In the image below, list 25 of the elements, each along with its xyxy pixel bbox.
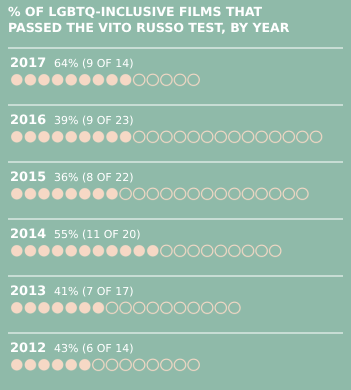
bar xyxy=(132,130,323,144)
bar xyxy=(92,358,200,372)
y-tick-label: 2012 xyxy=(10,341,46,356)
bar xyxy=(118,187,310,201)
data-label: 36% (8 OF 22) xyxy=(54,171,134,184)
bar xyxy=(10,73,132,87)
bar xyxy=(160,244,282,258)
y-tick-label: 2016 xyxy=(10,113,46,128)
y-tick-label: 2017 xyxy=(10,56,46,71)
data-label: 55% (11 OF 20) xyxy=(54,228,141,241)
bar xyxy=(10,358,92,372)
data-label: 39% (9 OF 23) xyxy=(54,114,134,127)
bar xyxy=(10,187,119,201)
y-tick-label: 2013 xyxy=(10,284,46,299)
data-label: 41% (7 OF 17) xyxy=(54,285,134,298)
bar xyxy=(105,301,242,315)
data-label: 43% (6 OF 14) xyxy=(54,342,134,355)
bar xyxy=(132,73,200,87)
y-tick-label: 2014 xyxy=(10,227,46,242)
data-label: 64% (9 OF 14) xyxy=(54,57,134,70)
bar xyxy=(10,301,106,315)
bar xyxy=(10,130,132,144)
chart-title: % OF LGBTQ-INCLUSIVE FILMS THAT PASSED THE VITO RUSSO TEST, BY YEAR xyxy=(8,4,290,35)
bar xyxy=(10,244,160,258)
y-tick-label: 2015 xyxy=(10,170,46,185)
